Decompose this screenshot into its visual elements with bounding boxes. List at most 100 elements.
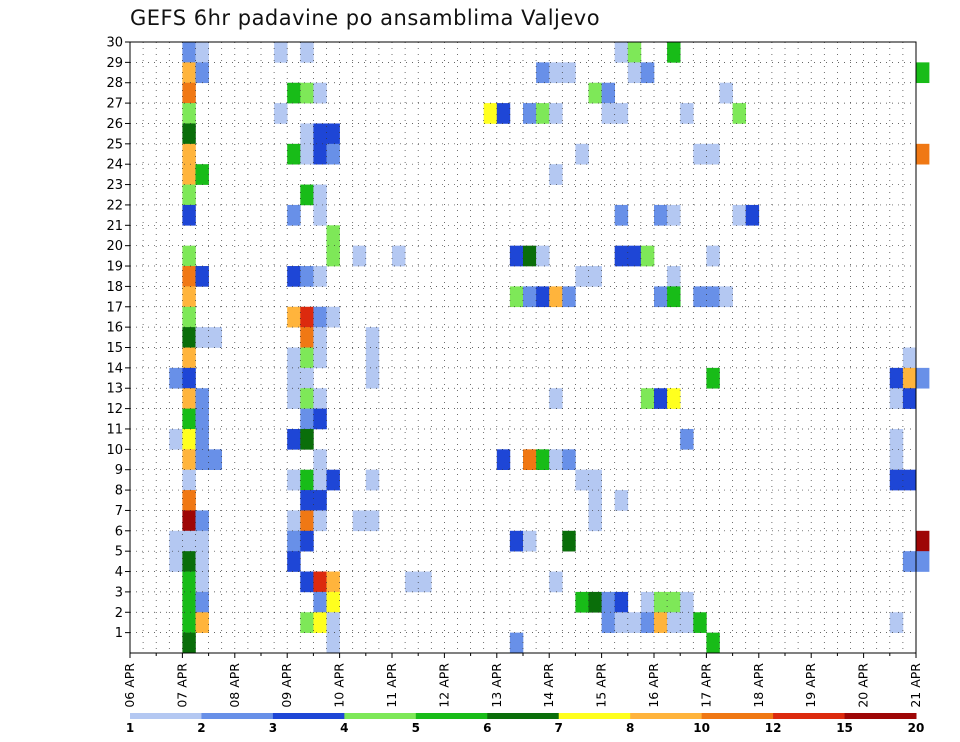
heatmap-cell: [680, 428, 694, 450]
heatmap-cell: [182, 327, 196, 348]
heatmap-cell: [313, 490, 327, 511]
heatmap-cell: [523, 449, 537, 470]
y-tick-label: 30: [106, 36, 123, 51]
heatmap-cell: [195, 42, 209, 63]
y-tick-label: 28: [106, 76, 123, 91]
heatmap-cell: [182, 306, 196, 328]
heatmap-cell: [300, 571, 314, 593]
colorbar-label: 7: [555, 721, 563, 735]
heatmap-cell: [902, 347, 917, 369]
y-tick-label: 25: [106, 137, 123, 152]
heatmap-cell: [169, 530, 183, 552]
heatmap-cell: [195, 266, 209, 287]
heatmap-cell: [195, 408, 209, 430]
colorbar-label: 8: [626, 721, 634, 735]
heatmap-cell: [182, 184, 196, 206]
heatmap-cell: [182, 591, 196, 613]
heatmap-cell: [614, 612, 629, 633]
grid-layer: [130, 42, 916, 653]
heatmap-cell: [719, 82, 733, 104]
heatmap-cell: [182, 469, 196, 491]
heatmap-cell: [889, 449, 904, 470]
heatmap-cell: [326, 632, 340, 654]
heatmap-cell: [300, 347, 314, 369]
heatmap-cell: [182, 388, 196, 409]
heatmap-cell: [313, 571, 327, 593]
heatmap-cell: [326, 571, 340, 593]
heatmap-cell: [575, 469, 589, 491]
heatmap-cell: [300, 510, 314, 532]
x-tick-label: 14 APR: [541, 663, 556, 708]
heatmap-cell: [496, 103, 511, 124]
y-tick-label: 1: [115, 626, 123, 641]
heatmap-cell: [182, 82, 196, 104]
heatmap-cell: [300, 42, 314, 63]
heatmap-cell: [287, 82, 301, 104]
colorbar-segment: [415, 713, 488, 719]
y-tick-label: 5: [115, 545, 123, 560]
heatmap-cell: [509, 530, 524, 552]
x-tick-label: 16 APR: [646, 663, 661, 708]
x-tick-label: 13 APR: [489, 663, 504, 708]
heatmap-cell: [902, 469, 917, 491]
colorbar-segment: [773, 713, 846, 719]
x-tick-label: 21 APR: [908, 663, 923, 708]
heatmap-cell: [588, 469, 602, 491]
heatmap-cell: [614, 204, 629, 226]
y-tick-label: 22: [106, 198, 123, 213]
heatmap-cell: [693, 286, 707, 308]
heatmap-cell: [300, 612, 314, 633]
plot-frame: [129, 41, 917, 654]
heatmap-cell: [182, 510, 196, 532]
heatmap-cell: [313, 266, 327, 287]
heatmap-cell: [549, 164, 563, 185]
colorbar-label: 12: [765, 721, 782, 735]
heatmap-cell: [326, 123, 340, 145]
heatmap-cell: [326, 591, 340, 613]
heatmap-cell: [287, 428, 301, 450]
heatmap-cell: [588, 510, 602, 532]
heatmap-cell: [300, 367, 314, 389]
heatmap-cell: [902, 388, 917, 409]
colorbar-segment: [487, 713, 560, 719]
heatmap-cell: [549, 388, 563, 409]
heatmap-cell: [195, 327, 209, 348]
heatmap-cell: [562, 286, 576, 308]
y-tick-label: 12: [106, 402, 123, 417]
heatmap-cell: [392, 245, 406, 267]
y-tick-label: 6: [115, 524, 123, 539]
y-tick-label: 24: [106, 158, 123, 173]
heatmap-cell: [549, 103, 563, 124]
heatmap-cell: [300, 428, 314, 450]
heatmap-cell: [182, 632, 196, 654]
heatmap-cell: [614, 245, 629, 267]
x-tick-label: 06 APR: [122, 663, 137, 708]
heatmap-cell: [300, 266, 314, 287]
heatmap-cell: [536, 245, 550, 267]
y-tick-label: 8: [115, 484, 123, 499]
heatmap-cell: [536, 449, 550, 470]
heatmap-cell: [287, 143, 301, 165]
heatmap-cell: [614, 42, 629, 63]
heatmap-cell: [195, 612, 209, 633]
heatmap-cell: [640, 62, 655, 84]
y-tick-label: 27: [106, 97, 123, 112]
heatmap-cell: [326, 612, 340, 633]
heatmap-cell: [313, 327, 327, 348]
heatmap-cell: [667, 388, 681, 409]
heatmap-cell: [313, 591, 327, 613]
colorbar-segment: [344, 713, 417, 719]
heatmap-cell: [182, 612, 196, 633]
colorbar-segment: [701, 713, 774, 719]
heatmap-cell: [274, 42, 288, 63]
heatmap-cell: [509, 245, 524, 267]
heatmap-cell: [365, 367, 380, 389]
heatmap-cell: [706, 286, 720, 308]
heatmap-cell: [182, 571, 196, 593]
heatmap-cell: [627, 42, 642, 63]
heatmap-cell: [313, 408, 327, 430]
heatmap-cell: [182, 286, 196, 308]
y-tick-label: 23: [106, 178, 123, 193]
heatmap-cell: [889, 367, 904, 389]
heatmap-cell: [523, 245, 537, 267]
